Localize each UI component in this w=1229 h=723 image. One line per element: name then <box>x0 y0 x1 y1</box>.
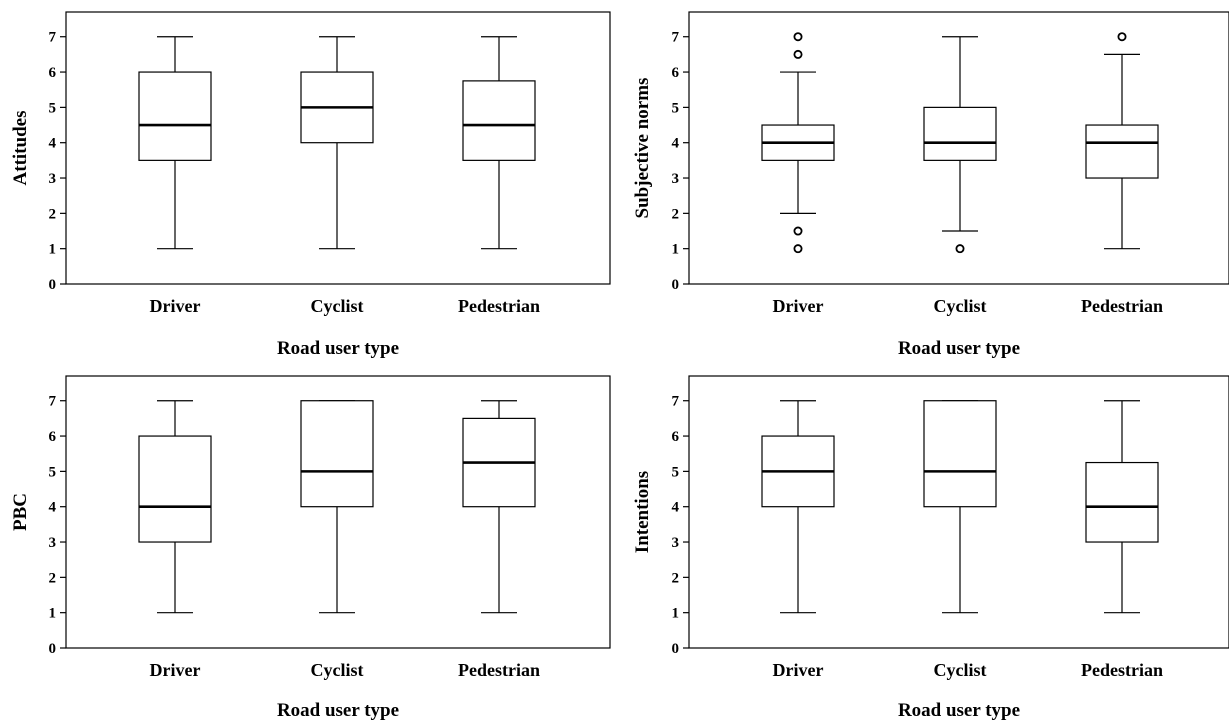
box-cyclist <box>300 400 374 614</box>
iqr-box <box>138 71 212 161</box>
outlier-point <box>793 226 803 236</box>
y-tick-label: 5 <box>672 100 680 116</box>
iqr-box <box>923 106 997 161</box>
plot-frame <box>65 11 611 285</box>
y-tick-label: 5 <box>672 464 680 480</box>
box-driver <box>761 400 835 614</box>
y-tick-label: 1 <box>672 606 680 622</box>
outlier-point <box>793 244 803 254</box>
x-category-label: Pedestrian <box>458 296 540 316</box>
chart-panel-2: 0 1 2 3 4 5 6 7 Subjective norms Road user type Dr… <box>632 11 1229 359</box>
box-driver <box>138 36 212 250</box>
iqr-box <box>1085 124 1159 179</box>
x-category-label: Driver <box>773 296 824 316</box>
chart-panel-3: 0 1 2 3 4 5 6 7 PBC Road user type Driver Cyclist Pe… <box>10 375 611 721</box>
y-tick-label: 0 <box>49 277 57 293</box>
y-tick-label: 6 <box>672 429 680 445</box>
x-axis-title: Road user type <box>898 338 1020 359</box>
x-category-label: Cyclist <box>311 296 364 316</box>
x-category-label: Cyclist <box>311 660 364 680</box>
y-tick-label: 2 <box>672 206 680 222</box>
box-pedestrian <box>1085 32 1159 250</box>
x-category-label: Cyclist <box>934 296 987 316</box>
y-tick-label: 1 <box>49 242 57 258</box>
y-tick-label: 2 <box>672 570 680 586</box>
x-axis-title: Road user type <box>277 338 399 359</box>
y-tick-label: 6 <box>672 65 680 81</box>
iqr-box <box>923 400 997 508</box>
y-tick-label: 0 <box>672 277 680 293</box>
y-tick-label: 3 <box>49 171 57 187</box>
y-tick-label: 3 <box>672 535 680 551</box>
box-pedestrian <box>462 36 536 250</box>
plot-frame <box>688 11 1229 285</box>
x-axis-title: Road user type <box>898 700 1020 721</box>
iqr-box <box>300 400 374 508</box>
x-category-label: Cyclist <box>934 660 987 680</box>
box-driver <box>761 32 835 254</box>
outlier-point <box>1117 32 1127 42</box>
box-cyclist <box>923 36 997 254</box>
y-tick-label: 1 <box>49 606 57 622</box>
box-cyclist <box>923 400 997 614</box>
y-tick-label: 2 <box>49 206 57 222</box>
iqr-box <box>138 435 212 543</box>
y-tick-label: 7 <box>49 30 57 46</box>
outlier-point <box>955 244 965 254</box>
y-axis-title: Subjective norms <box>632 78 653 219</box>
y-axis-title: Intentions <box>632 471 653 553</box>
x-category-label: Driver <box>150 660 201 680</box>
box-driver <box>138 400 212 614</box>
y-tick-label: 4 <box>49 500 57 516</box>
y-tick-label: 6 <box>49 429 57 445</box>
y-tick-label: 0 <box>49 641 57 657</box>
y-tick-label: 7 <box>672 394 680 410</box>
iqr-box <box>462 80 536 161</box>
y-tick-label: 4 <box>672 500 680 516</box>
y-tick-label: 5 <box>49 464 57 480</box>
x-category-label: Driver <box>150 296 201 316</box>
y-axis-title: PBC <box>10 493 31 531</box>
y-tick-label: 7 <box>49 394 57 410</box>
y-tick-label: 3 <box>49 535 57 551</box>
box-pedestrian <box>1085 400 1159 614</box>
y-tick-label: 2 <box>49 570 57 586</box>
y-tick-label: 5 <box>49 100 57 116</box>
chart-panel-1: 0 1 2 3 4 5 6 7 Attitudes Road user type Driver Cyc… <box>10 11 611 359</box>
plot-frame <box>65 375 611 649</box>
iqr-box <box>1085 461 1159 543</box>
y-tick-label: 0 <box>672 641 680 657</box>
x-category-label: Pedestrian <box>1081 296 1163 316</box>
y-tick-label: 7 <box>672 30 680 46</box>
y-tick-label: 4 <box>49 136 57 152</box>
outlier-point <box>793 32 803 42</box>
x-axis-title: Road user type <box>277 700 399 721</box>
box-cyclist <box>300 36 374 250</box>
y-tick-label: 6 <box>49 65 57 81</box>
plot-frame <box>688 375 1229 649</box>
y-axis-title: Attitudes <box>10 111 31 186</box>
x-category-label: Pedestrian <box>458 660 540 680</box>
outlier-point <box>793 49 803 59</box>
chart-panel-4: 0 1 2 3 4 5 6 7 Intentions Road user type Driver Cy… <box>632 375 1229 721</box>
y-tick-label: 3 <box>672 171 680 187</box>
x-category-label: Driver <box>773 660 824 680</box>
x-category-label: Pedestrian <box>1081 660 1163 680</box>
y-tick-label: 4 <box>672 136 680 152</box>
box-pedestrian <box>462 400 536 614</box>
y-tick-label: 1 <box>672 242 680 258</box>
